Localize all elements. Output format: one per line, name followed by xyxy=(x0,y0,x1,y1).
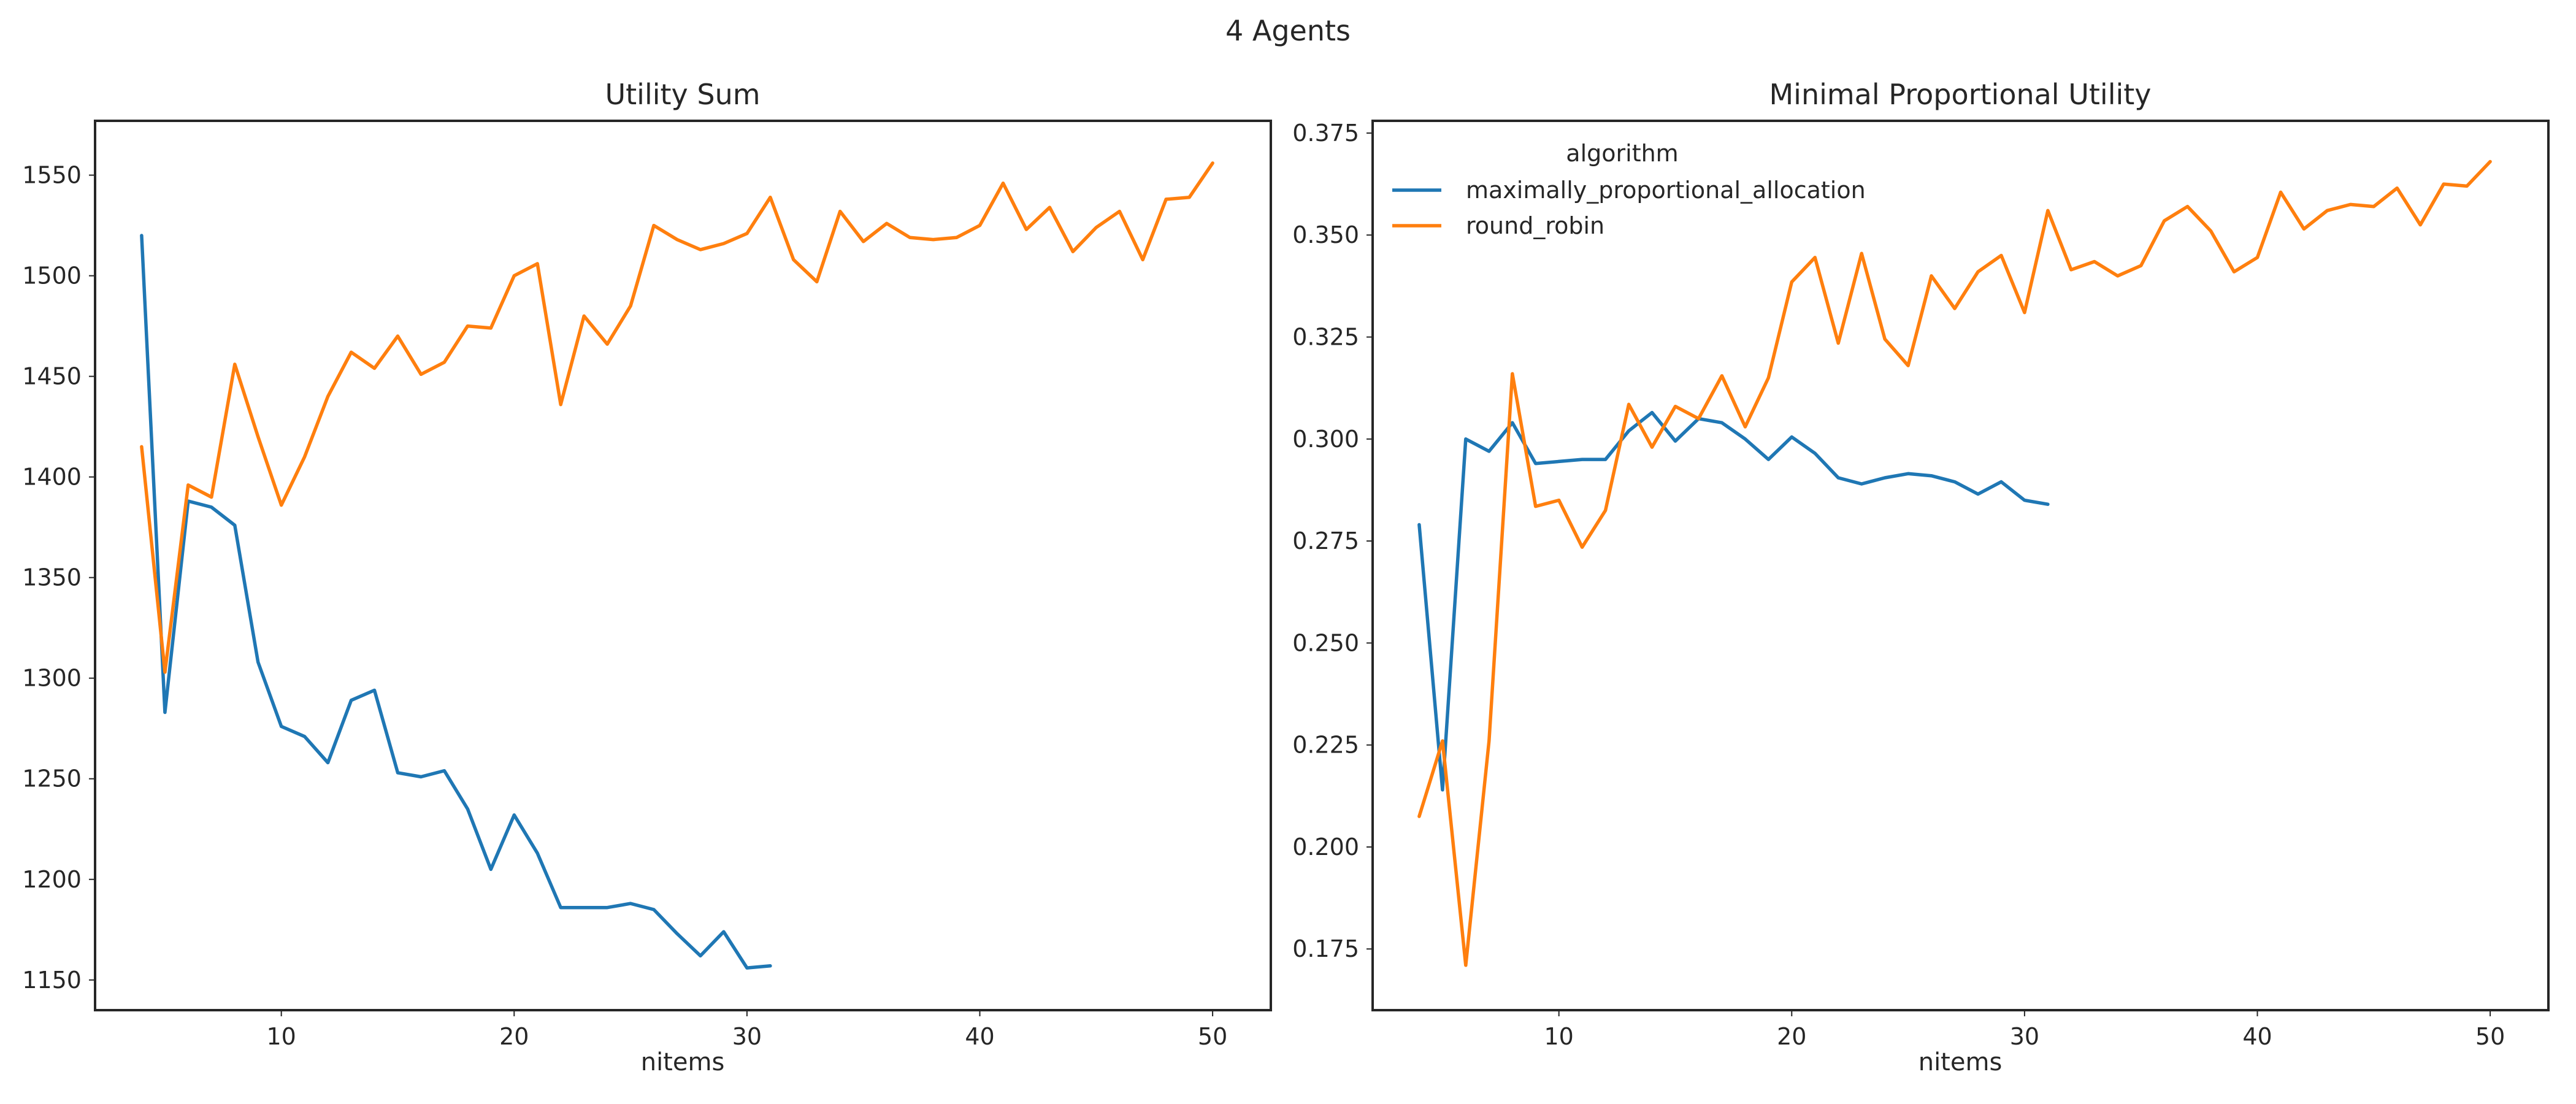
utility-sum-series-maximally-proportional-allocation xyxy=(140,234,772,970)
utility-sum-x-tick-label-10: 10 xyxy=(267,1023,296,1050)
min-prop-utility-y-tick-label-0-275: 0.275 xyxy=(1292,527,1359,554)
min-prop-utility-y-tick-label-0-250: 0.250 xyxy=(1292,629,1359,656)
utility-sum-y-tick-label-1450: 1450 xyxy=(22,363,82,390)
panel-utility-sum-title: Utility Sum xyxy=(605,78,760,111)
panel-min-prop-utility-title: Minimal Proportional Utility xyxy=(1769,78,2151,111)
min-prop-utility-x-tick-label-30: 30 xyxy=(2010,1023,2039,1050)
panel-utility-sum: Utility Sum 10 20 30 40 50 1150 1200 1250 1300 13… xyxy=(22,78,1272,1076)
min-prop-utility-x-tick-label-10: 10 xyxy=(1544,1023,1574,1050)
min-prop-utility-x-axis-label: nitems xyxy=(1919,1048,2003,1076)
legend: algorithm maximally_proportional_allocat… xyxy=(1392,140,1866,239)
utility-sum-x-tick-label-30: 30 xyxy=(732,1023,762,1050)
utility-sum-y-tick-label-1500: 1500 xyxy=(22,263,82,289)
utility-sum-plot-area: 10 20 30 40 50 1150 1200 1250 1300 1350 1400 1450 15… xyxy=(22,161,1227,1050)
legend-label-maximally-proportional-allocation: maximally_proportional_allocation xyxy=(1466,177,1866,204)
min-prop-utility-x-tick-label-40: 40 xyxy=(2242,1023,2272,1050)
utility-sum-frame xyxy=(94,120,1272,1011)
utility-sum-x-tick-label-40: 40 xyxy=(965,1023,994,1050)
utility-sum-y-tick-label-1200: 1200 xyxy=(22,866,82,893)
utility-sum-series-round-robin xyxy=(140,161,1214,674)
min-prop-utility-y-tick-label-0-175: 0.175 xyxy=(1292,935,1359,962)
min-prop-utility-frame xyxy=(1371,120,2550,1011)
min-prop-utility-y-tick-label-0-300: 0.300 xyxy=(1292,426,1359,453)
utility-sum-y-tick-label-1300: 1300 xyxy=(22,665,82,692)
min-prop-utility-y-tick-label-0-200: 0.200 xyxy=(1292,834,1359,861)
min-prop-utility-x-tick-label-50: 50 xyxy=(2475,1023,2505,1050)
min-prop-utility-series-round-robin xyxy=(1417,159,2492,967)
figure-title: 4 Agents xyxy=(1225,14,1351,47)
utility-sum-x-tick-label-20: 20 xyxy=(499,1023,529,1050)
min-prop-utility-plot-area: 10 20 30 40 50 0.175 0.200 0.225 0.250 0.275 0.300… xyxy=(1292,120,2505,1050)
min-prop-utility-y-tick-label-0-225: 0.225 xyxy=(1292,732,1359,759)
utility-sum-y-tick-label-1350: 1350 xyxy=(22,564,82,591)
utility-sum-y-tick-label-1150: 1150 xyxy=(22,967,82,994)
legend-label-round-robin: round_robin xyxy=(1466,212,1604,239)
min-prop-utility-y-tick-label-0-325: 0.325 xyxy=(1292,324,1359,351)
legend-title: algorithm xyxy=(1566,140,1678,167)
min-prop-utility-x-tick-label-20: 20 xyxy=(1777,1023,1806,1050)
utility-sum-x-axis-label: nitems xyxy=(641,1048,725,1076)
panel-minimal-proportional-utility: Minimal Proportional Utility 10 20 30 40 50 0… xyxy=(1292,78,2550,1076)
utility-sum-y-tick-label-1550: 1550 xyxy=(22,162,82,189)
utility-sum-y-tick-label-1400: 1400 xyxy=(22,464,82,491)
min-prop-utility-y-tick-label-0-375: 0.375 xyxy=(1292,120,1359,147)
utility-sum-x-tick-label-50: 50 xyxy=(1198,1023,1227,1050)
min-prop-utility-y-tick-label-0-350: 0.350 xyxy=(1292,221,1359,248)
utility-sum-y-tick-label-1250: 1250 xyxy=(22,765,82,792)
